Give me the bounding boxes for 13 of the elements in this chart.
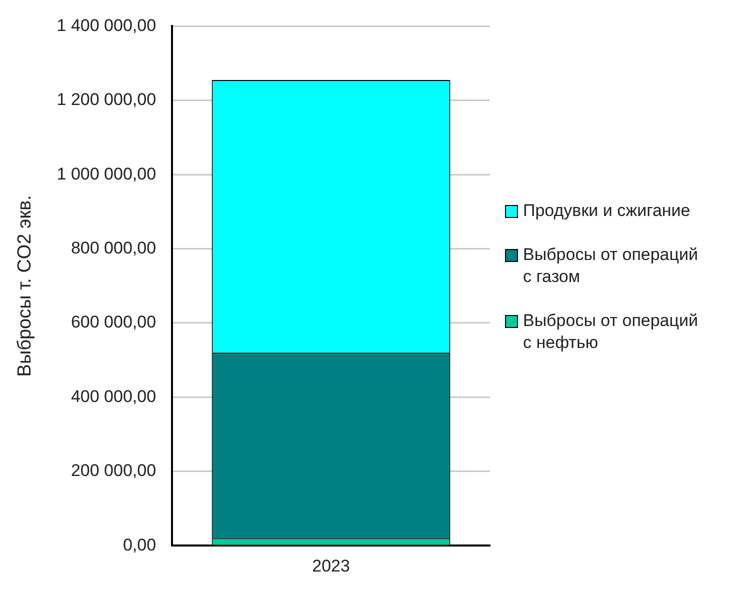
y-tick-label: 1 200 000,00	[56, 90, 156, 110]
y-tick-label: 400 000,00	[70, 386, 156, 406]
legend-label: Выбросы от операций с газом	[523, 244, 699, 288]
y-tick-label: 1 000 000,00	[56, 164, 156, 184]
y-tick-label: 0,00	[122, 535, 156, 554]
text: Продувки и сжигание	[523, 200, 690, 222]
legend-label: Выбросы от операций с нефтью	[523, 310, 699, 354]
y-tick-label: 800 000,00	[70, 238, 156, 258]
y-tick-label: 1 400 000,00	[56, 16, 156, 35]
y-axis-title: Выбросы т. CO2 экв.	[14, 195, 36, 377]
y-tick-label: 600 000,00	[70, 312, 156, 332]
x-tick-label: 2023	[312, 556, 350, 576]
y-tick-label: 200 000,00	[70, 461, 156, 480]
